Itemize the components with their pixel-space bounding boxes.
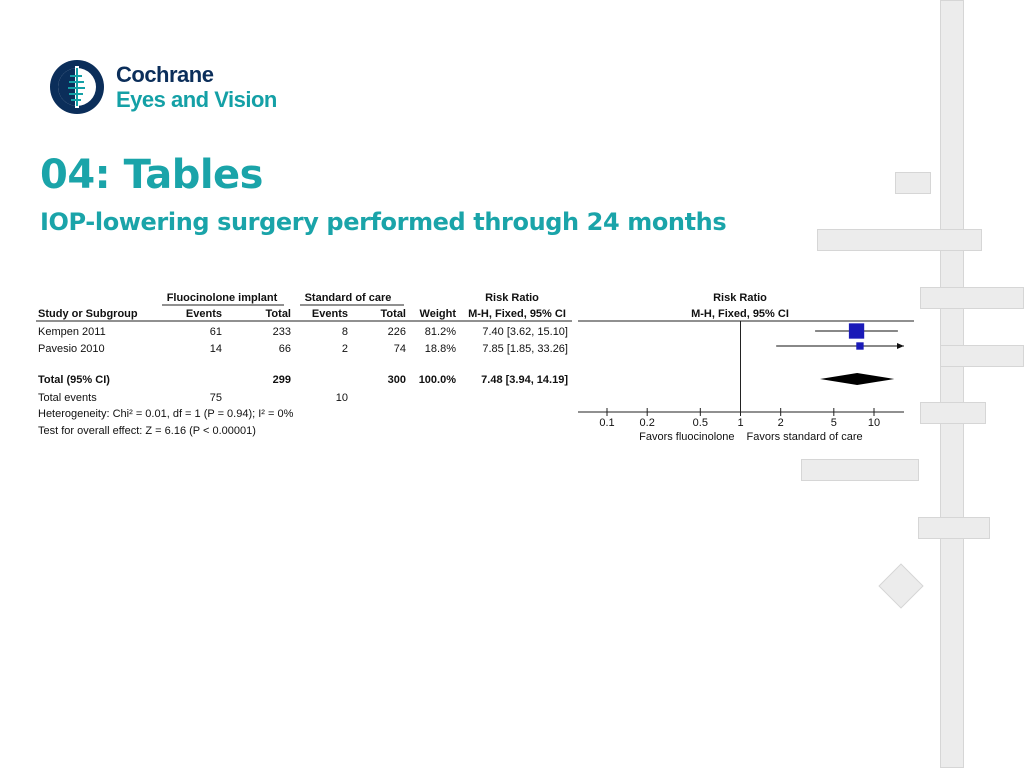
decor-vertical-bar: [940, 0, 964, 768]
total-events-label: Total events: [38, 392, 97, 404]
table-row-total2: 226: [387, 326, 406, 338]
decor-bar: [817, 229, 982, 251]
decor-bar: [801, 459, 919, 481]
total-weight: 100.0%: [418, 374, 456, 386]
table-row-weight: 81.2%: [424, 326, 456, 338]
rr-header-table: Risk Ratio: [485, 292, 539, 304]
table-row-events1: 61: [209, 326, 222, 338]
table-row-total1: 66: [278, 343, 291, 355]
x-tick-label: 1: [737, 417, 743, 429]
ci-arrow: [897, 343, 904, 349]
total-events2: 10: [335, 392, 348, 404]
total-ci: 7.48 [3.94, 14.19]: [481, 374, 568, 386]
cochrane-logo: Cochrane Eyes and Vision: [48, 58, 277, 116]
col-total1: Total: [265, 308, 291, 320]
favors-right-label: Favors standard of care: [747, 431, 863, 443]
total-label: Total (95% CI): [38, 374, 110, 386]
x-tick-label: 0.2: [640, 417, 655, 429]
total-events1: 75: [209, 392, 222, 404]
table-row-ci: 7.40 [3.62, 15.10]: [482, 326, 568, 338]
col-weight: Weight: [419, 308, 456, 320]
pooled-diamond: [819, 373, 895, 385]
col-method-plot: M-H, Fixed, 95% CI: [691, 308, 789, 320]
decor-block: [895, 172, 931, 194]
study-marker: [848, 323, 865, 339]
x-tick-label: 0.5: [693, 417, 708, 429]
total-total2: 300: [387, 374, 406, 386]
heterogeneity-text: Heterogeneity: Chi² = 0.01, df = 1 (P = …: [38, 408, 294, 420]
table-row-events2: 8: [341, 326, 348, 338]
table-row-weight: 18.8%: [424, 343, 456, 355]
decor-bar: [920, 402, 986, 424]
col-events1: Events: [185, 308, 222, 320]
col-events2: Events: [311, 308, 348, 320]
table-row-total2: 74: [393, 343, 406, 355]
table-row-study: Pavesio 2010: [38, 343, 105, 355]
cochrane-logo-icon: [50, 60, 104, 114]
x-tick-label: 5: [831, 417, 837, 429]
page-subtitle: IOP-lowering surgery performed through 2…: [40, 208, 727, 236]
table-row-events1: 14: [209, 343, 222, 355]
logo-brand-line1: Cochrane: [116, 61, 214, 87]
favors-left-label: Favors fluocinolone: [639, 431, 734, 443]
study-marker: [856, 342, 864, 350]
logo-brand-line2: Eyes and Vision: [116, 86, 277, 112]
group2-header: Standard of care: [304, 292, 392, 304]
table-row-events2: 2: [341, 343, 348, 355]
table-row-ci: 7.85 [1.85, 33.26]: [482, 343, 568, 355]
table-row-total1: 233: [272, 326, 291, 338]
overall-effect-text: Test for overall effect: Z = 6.16 (P < 0…: [38, 425, 256, 437]
x-tick-label: 2: [778, 417, 784, 429]
rr-header-plot: Risk Ratio: [713, 292, 767, 304]
x-tick-label: 10: [868, 417, 880, 429]
col-method: M-H, Fixed, 95% CI: [468, 308, 566, 320]
decor-bar: [918, 517, 990, 539]
x-tick-label: 0.1: [599, 417, 614, 429]
group1-header: Fluocinolone implant: [166, 292, 278, 304]
page-title: 04: Tables: [40, 152, 264, 198]
table-row-study: Kempen 2011: [38, 326, 106, 338]
total-total1: 299: [272, 374, 291, 386]
col-study: Study or Subgroup: [38, 308, 138, 320]
col-total2: Total: [380, 308, 406, 320]
